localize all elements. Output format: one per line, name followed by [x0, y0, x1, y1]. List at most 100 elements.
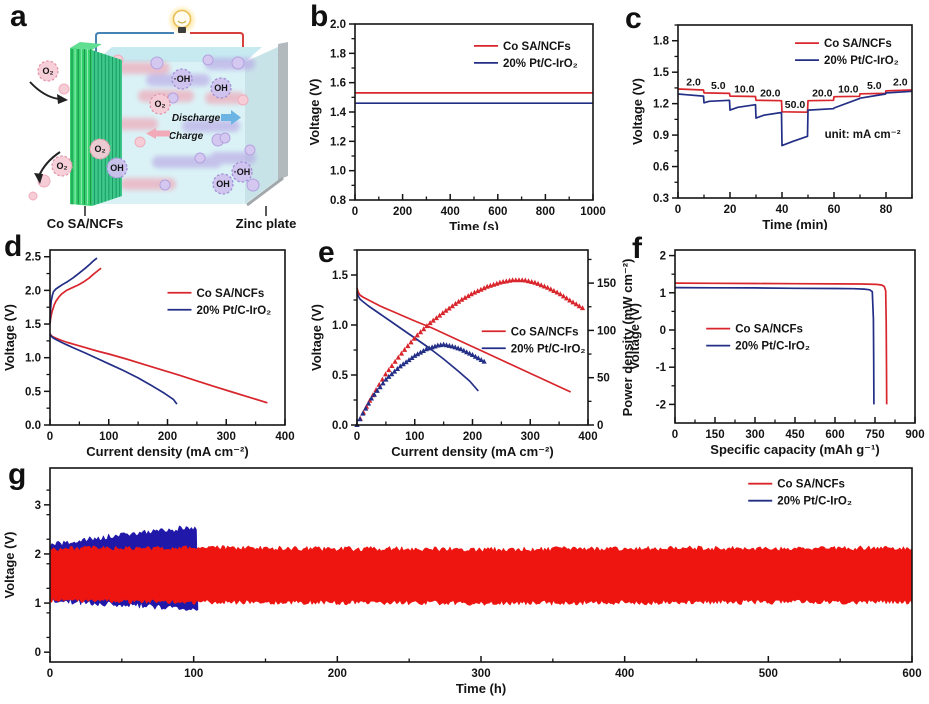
svg-text:O₂: O₂ [57, 161, 68, 171]
axis-ticks [44, 255, 286, 426]
y-axis-label: Voltage (V) [310, 304, 324, 371]
svg-text:200: 200 [463, 431, 482, 443]
svg-text:0.9: 0.9 [653, 130, 669, 142]
series-co-sa-ncfs-charge [49, 267, 102, 325]
svg-text:20% Pt/C-IrO₂: 20% Pt/C-IrO₂ [735, 341, 810, 353]
svg-text:450: 450 [785, 429, 804, 441]
svg-text:600: 600 [825, 429, 844, 441]
series-group [677, 88, 913, 147]
svg-text:20: 20 [724, 204, 737, 216]
arrowhead-in [57, 94, 68, 104]
panel-g-cycling-chart: g 0 100 200 300 400 500 600 0 1 2 3 Time (h) Voltage… [0, 460, 929, 704]
svg-text:1.0: 1.0 [25, 353, 41, 365]
svg-text:0.8: 0.8 [330, 195, 347, 207]
panel-d-polarization-chart: d 0 100 200 300 400 0.0 0.5 1.0 1.5 2.0 2.5 Current… [0, 230, 310, 460]
svg-text:-2: -2 [656, 399, 666, 411]
svg-text:1.5: 1.5 [332, 270, 349, 282]
svg-text:0: 0 [354, 431, 360, 443]
charge-arrow-icon [146, 128, 156, 139]
hydroxide-ion: OH [210, 77, 232, 99]
svg-text:1.2: 1.2 [653, 99, 669, 111]
svg-text:150: 150 [597, 278, 616, 290]
axis-frame [674, 249, 916, 424]
svg-text:600: 600 [488, 206, 507, 218]
svg-text:750: 750 [865, 429, 884, 441]
svg-text:OH: OH [216, 179, 230, 189]
series-group [49, 257, 268, 405]
electrode-labels: Co SA/NCFs Zinc plate [47, 206, 296, 230]
svg-text:1.5: 1.5 [653, 67, 670, 79]
panel-label-c: c [625, 2, 642, 35]
svg-text:400: 400 [275, 431, 294, 443]
svg-text:O₂: O₂ [95, 144, 106, 154]
series-20-pt-c-iro-discharge [49, 333, 178, 405]
svg-text:300: 300 [217, 431, 236, 443]
annotation: unit: mA cm⁻² [825, 129, 901, 141]
circuit-wires [95, 32, 244, 52]
x-axis-label: Current density (mA cm⁻²) [86, 444, 248, 459]
long-term-cycling-chart: 0 100 200 300 400 500 600 0 1 2 3 Time (h) Voltage (… [2, 467, 922, 696]
series-group [354, 277, 586, 427]
svg-text:Co SA/NCFs: Co SA/NCFs [824, 38, 892, 50]
svg-text:2.5: 2.5 [25, 252, 42, 264]
svg-text:800: 800 [536, 206, 555, 218]
svg-text:1: 1 [660, 288, 667, 300]
axis-ticks [44, 489, 913, 662]
svg-text:OH: OH [110, 163, 124, 173]
svg-text:Co SA/NCFs: Co SA/NCFs [777, 479, 845, 491]
svg-text:100: 100 [597, 325, 616, 337]
co-sa-ncfs-electrode [70, 42, 122, 206]
series-co-sa-ncfs-cycling-band [49, 545, 913, 606]
annotation: 50.0 [785, 99, 806, 111]
panel-label-f: f [632, 232, 642, 265]
annotation: 10.0 [838, 83, 859, 95]
svg-text:0: 0 [597, 420, 603, 432]
svg-text:900: 900 [905, 429, 924, 441]
panel-label-a: a [10, 0, 27, 33]
axis-ticks [351, 249, 594, 426]
o2-molecule: O₂ [51, 155, 73, 177]
series-group [49, 525, 913, 611]
hydroxide-ion: OH [212, 173, 234, 195]
left-electrode-label: Co SA/NCFs [47, 216, 124, 230]
discharge-arrow-icon [221, 114, 231, 121]
svg-text:200: 200 [393, 206, 412, 218]
axis-frame [677, 24, 913, 199]
discharge-indicator: Discharge [172, 110, 241, 125]
svg-text:300: 300 [745, 429, 764, 441]
axis-frame [49, 249, 286, 426]
panel-a-schematic: a O₂ O₂ O₂ O₂ ·OH OH OH ·OH OH Discharge Charge Co … [0, 0, 310, 231]
charge-discharge-polarization-chart: 0 100 200 300 400 0.0 0.5 1.0 1.5 2.0 2.5 Current d… [2, 249, 295, 459]
svg-text:600: 600 [902, 668, 921, 680]
svg-text:Co SA/NCFs: Co SA/NCFs [503, 41, 571, 53]
svg-text:·OH: ·OH [234, 167, 251, 177]
legend: Co SA/NCFs 20% Pt/C-IrO₂ [706, 324, 810, 353]
y-axis-label: Voltage (V) [2, 304, 17, 371]
svg-text:1.6: 1.6 [330, 78, 346, 90]
series-20-pt-c-iro-voltage [356, 291, 479, 392]
svg-text:20% Pt/C-IrO₂: 20% Pt/C-IrO₂ [197, 305, 272, 317]
arrowhead-out [34, 173, 43, 184]
series-co-sa-ncfs [677, 88, 913, 114]
panel-label-d: d [4, 230, 23, 263]
svg-text:0.3: 0.3 [653, 193, 669, 205]
wire-positive [190, 32, 244, 48]
svg-text:0: 0 [675, 204, 681, 216]
svg-text:1.4: 1.4 [330, 107, 347, 119]
open-circuit-voltage-chart: 0 200 400 600 800 1000 0.8 1.0 1.2 1.4 1.6 1.8 2.0 Ti… [307, 19, 606, 230]
axis-ticks [669, 254, 916, 423]
battery-schematic: O₂ O₂ O₂ O₂ ·OH OH OH ·OH OH Discharge Charge Co SA… [28, 5, 296, 230]
zinc-plate [246, 42, 288, 207]
series-co-sa-ncfs-voltage [356, 287, 572, 393]
svg-text:0.0: 0.0 [25, 420, 41, 432]
panel-label-g: g [8, 458, 27, 491]
o2-molecule: O₂ [149, 93, 171, 115]
hydroxide-ion: OH [106, 157, 128, 179]
svg-text:300: 300 [471, 668, 490, 680]
o2-molecule: O₂ [89, 138, 111, 160]
x-axis-label: Specific capacity (mAh g⁻¹) [710, 442, 879, 457]
svg-text:100: 100 [405, 431, 424, 443]
series-20-pt-c-iro-charge [49, 257, 98, 323]
svg-text:100: 100 [99, 431, 118, 443]
svg-text:300: 300 [521, 431, 540, 443]
